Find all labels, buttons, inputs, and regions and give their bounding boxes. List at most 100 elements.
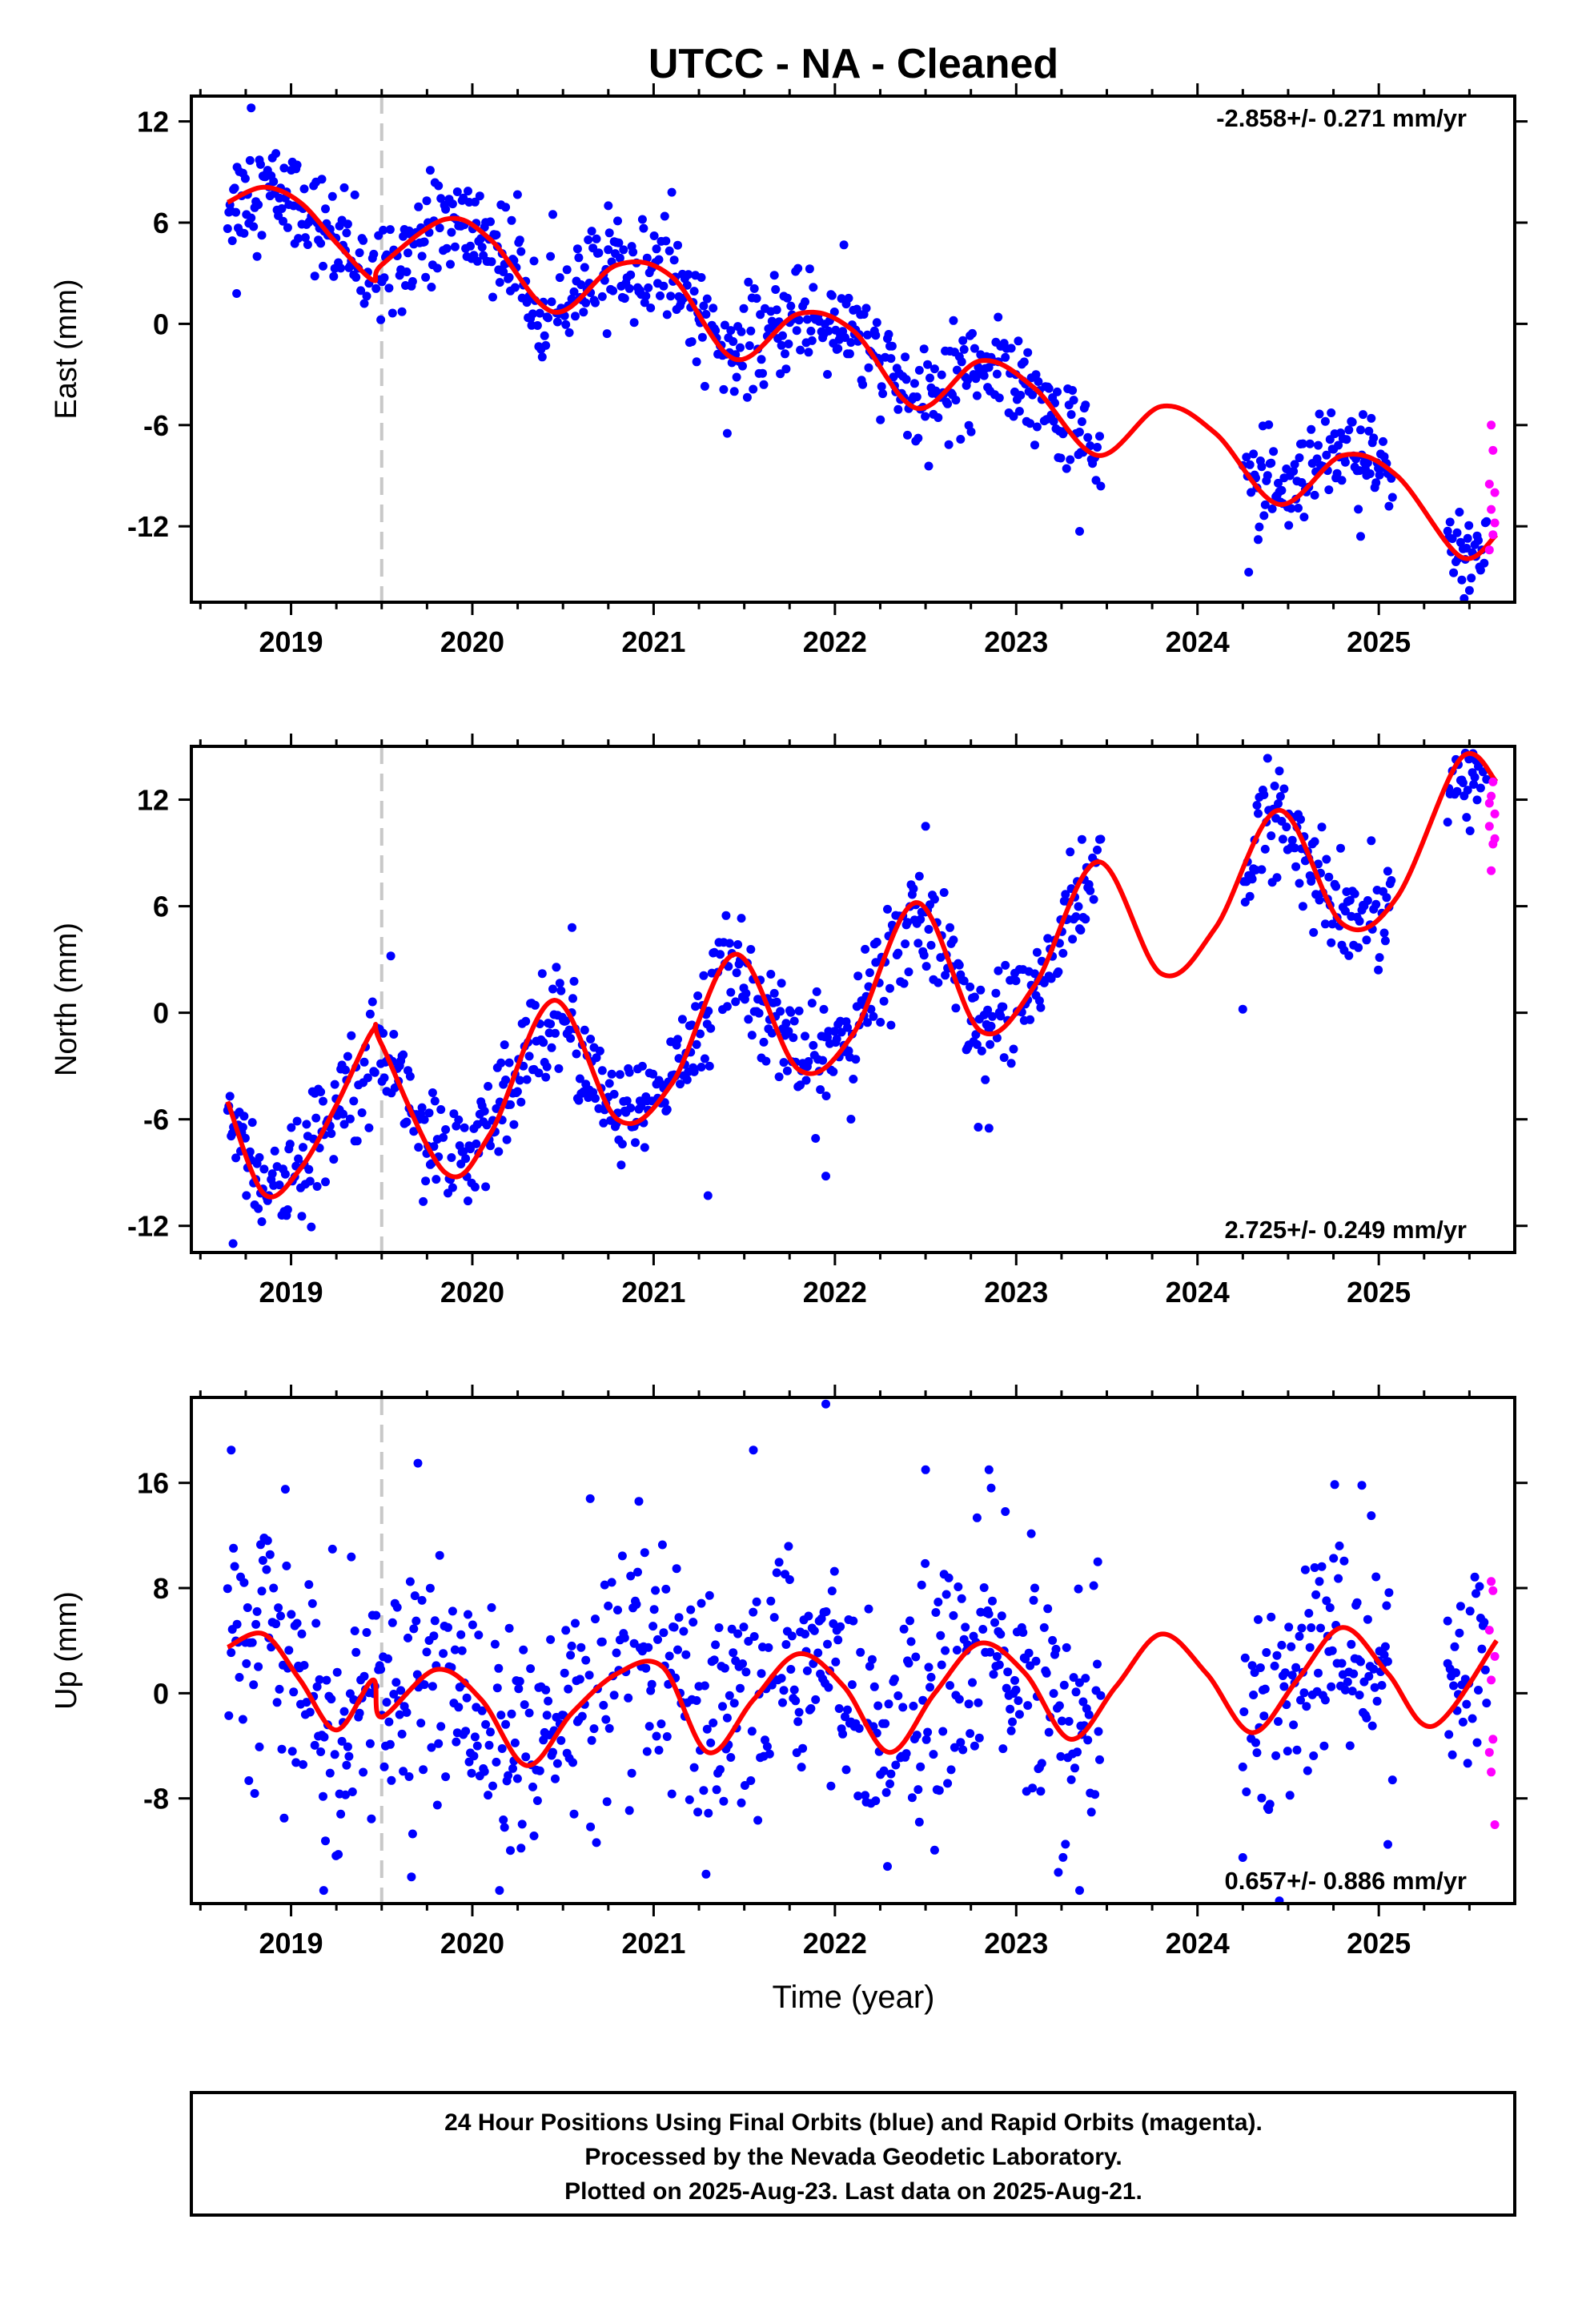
final-point bbox=[376, 1665, 386, 1674]
final-point bbox=[1032, 422, 1042, 432]
final-point bbox=[951, 396, 961, 405]
final-point bbox=[744, 277, 753, 287]
final-point bbox=[1289, 467, 1299, 476]
final-point bbox=[872, 318, 881, 328]
final-point bbox=[244, 1776, 254, 1785]
final-point bbox=[726, 326, 736, 336]
final-point bbox=[1335, 1541, 1344, 1550]
x-tick-label: 2020 bbox=[440, 1927, 504, 1960]
final-point bbox=[749, 283, 759, 293]
final-point bbox=[441, 1125, 451, 1134]
final-point bbox=[640, 1143, 649, 1152]
final-point bbox=[1094, 1727, 1103, 1736]
final-point bbox=[901, 1749, 911, 1759]
y-tick-label: -8 bbox=[143, 1783, 169, 1815]
final-point bbox=[499, 267, 508, 276]
final-point bbox=[506, 1100, 515, 1109]
final-point bbox=[749, 1632, 759, 1641]
final-point bbox=[974, 1733, 984, 1743]
final-point bbox=[1254, 535, 1263, 545]
final-point bbox=[1314, 440, 1323, 450]
final-point bbox=[1310, 1563, 1319, 1572]
final-point bbox=[1078, 1697, 1088, 1707]
final-point bbox=[391, 1678, 401, 1687]
final-point bbox=[1287, 1671, 1297, 1680]
final-point bbox=[371, 283, 381, 293]
final-point bbox=[1046, 974, 1056, 983]
final-point bbox=[916, 1762, 926, 1771]
final-point bbox=[1371, 899, 1381, 909]
final-point bbox=[1064, 1717, 1074, 1726]
final-point bbox=[1274, 478, 1283, 488]
final-point bbox=[1331, 882, 1341, 891]
final-point bbox=[1267, 504, 1277, 513]
final-point bbox=[347, 1031, 356, 1040]
final-point bbox=[232, 1619, 242, 1629]
final-point bbox=[529, 1831, 539, 1840]
final-point bbox=[1034, 377, 1043, 386]
final-point bbox=[1299, 1688, 1309, 1698]
final-point bbox=[269, 1583, 279, 1593]
final-point bbox=[497, 1744, 507, 1753]
final-point bbox=[720, 320, 729, 330]
final-point bbox=[1272, 873, 1282, 883]
final-point bbox=[521, 1016, 531, 1026]
final-point bbox=[921, 412, 930, 421]
final-point bbox=[626, 1571, 636, 1581]
final-point bbox=[1463, 533, 1472, 543]
final-point bbox=[879, 1766, 889, 1775]
x-tick-label: 2024 bbox=[1166, 625, 1230, 658]
final-point bbox=[846, 1115, 856, 1124]
final-point bbox=[781, 1019, 791, 1028]
final-point bbox=[232, 289, 242, 298]
final-point bbox=[924, 925, 934, 934]
final-point bbox=[385, 225, 395, 235]
final-point bbox=[405, 1577, 415, 1586]
final-point bbox=[409, 1127, 419, 1136]
final-point bbox=[1247, 875, 1257, 884]
final-point bbox=[572, 1049, 581, 1059]
final-point bbox=[956, 435, 966, 444]
final-point bbox=[269, 177, 279, 187]
final-point bbox=[1287, 1642, 1296, 1651]
final-point bbox=[831, 1657, 841, 1667]
final-point bbox=[761, 1056, 771, 1066]
final-point bbox=[656, 1719, 666, 1729]
final-point bbox=[809, 1626, 819, 1635]
final-point bbox=[514, 1684, 524, 1694]
final-point bbox=[535, 1766, 544, 1775]
final-point bbox=[652, 244, 661, 254]
rapid-point bbox=[1490, 809, 1500, 818]
final-point bbox=[692, 1039, 701, 1049]
final-point bbox=[719, 1796, 729, 1806]
final-point bbox=[1363, 1614, 1372, 1624]
final-point bbox=[1367, 413, 1376, 423]
final-point bbox=[1320, 919, 1330, 929]
final-point bbox=[679, 1626, 689, 1636]
final-point bbox=[492, 230, 501, 239]
final-point bbox=[1383, 1657, 1392, 1667]
final-point bbox=[1362, 935, 1371, 945]
final-point bbox=[946, 1681, 954, 1691]
rapid-point bbox=[1488, 1735, 1498, 1744]
final-point bbox=[435, 223, 444, 233]
final-point bbox=[1355, 1691, 1364, 1700]
final-point bbox=[365, 1739, 375, 1748]
final-point bbox=[1472, 1589, 1480, 1598]
final-point bbox=[793, 1717, 803, 1727]
final-point bbox=[641, 292, 651, 301]
final-point bbox=[1057, 1716, 1066, 1726]
final-point bbox=[504, 1771, 513, 1780]
final-point bbox=[591, 1614, 600, 1624]
final-point bbox=[439, 1649, 448, 1659]
final-point bbox=[647, 1679, 656, 1689]
final-point bbox=[938, 1727, 948, 1736]
final-point bbox=[542, 1711, 552, 1720]
final-point bbox=[833, 344, 843, 353]
final-point bbox=[387, 1775, 396, 1785]
final-point bbox=[1305, 1642, 1315, 1652]
final-point bbox=[924, 1663, 934, 1672]
final-point bbox=[1044, 384, 1054, 393]
final-point bbox=[262, 1565, 271, 1574]
final-point bbox=[1275, 792, 1285, 801]
